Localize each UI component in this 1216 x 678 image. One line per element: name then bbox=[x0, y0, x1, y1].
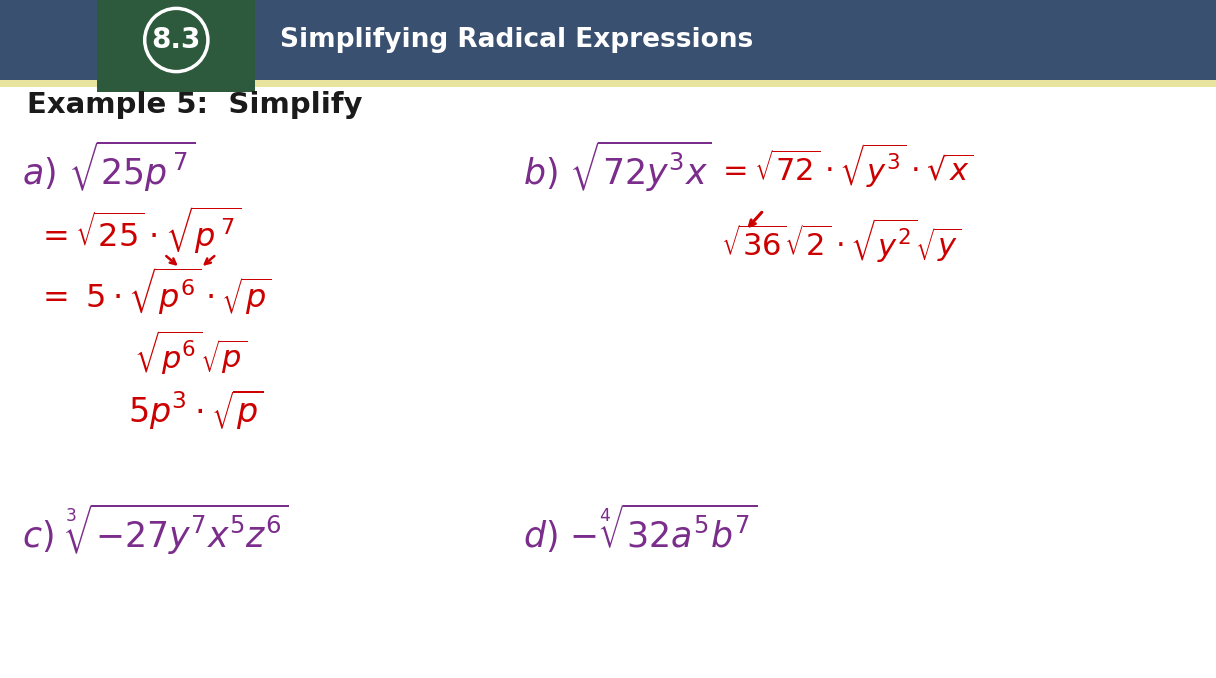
Text: Simplifying Radical Expressions: Simplifying Radical Expressions bbox=[280, 27, 753, 53]
Text: $=\sqrt{72}\cdot\sqrt{y^3}\cdot\sqrt{x}$: $=\sqrt{72}\cdot\sqrt{y^3}\cdot\sqrt{x}$ bbox=[717, 142, 974, 191]
Bar bbox=[97, 0, 255, 92]
Text: $\sqrt{36}\sqrt{2}\cdot\sqrt{y^2}\sqrt{y}$: $\sqrt{36}\sqrt{2}\cdot\sqrt{y^2}\sqrt{y… bbox=[721, 216, 961, 265]
Text: $=\sqrt{25}\cdot\sqrt{p^{\,7}}$: $=\sqrt{25}\cdot\sqrt{p^{\,7}}$ bbox=[36, 205, 242, 256]
Text: $c)\ \sqrt[3]{-27y^7x^5z^6}$: $c)\ \sqrt[3]{-27y^7x^5z^6}$ bbox=[22, 501, 288, 557]
Text: $5p^3\cdot\sqrt{p}$: $5p^3\cdot\sqrt{p}$ bbox=[128, 388, 264, 433]
Text: $a)\ \sqrt{25p^{\,7}}$: $a)\ \sqrt{25p^{\,7}}$ bbox=[22, 138, 195, 194]
Text: $=\ 5\cdot\sqrt{p^6}\cdot\sqrt{p}$: $=\ 5\cdot\sqrt{p^6}\cdot\sqrt{p}$ bbox=[36, 266, 272, 317]
Text: $\sqrt{p^6}\sqrt{p}$: $\sqrt{p^6}\sqrt{p}$ bbox=[134, 328, 247, 377]
Text: $d)\ {-}\sqrt[4]{32a^5b^7}$: $d)\ {-}\sqrt[4]{32a^5b^7}$ bbox=[523, 502, 758, 555]
Bar bbox=[0, 80, 1216, 87]
Text: $b)\ \sqrt{72y^3x}$: $b)\ \sqrt{72y^3x}$ bbox=[523, 138, 711, 194]
Bar bbox=[0, 0, 1216, 80]
Text: 8.3: 8.3 bbox=[152, 26, 201, 54]
Text: Example 5:  Simplify: Example 5: Simplify bbox=[27, 91, 362, 119]
